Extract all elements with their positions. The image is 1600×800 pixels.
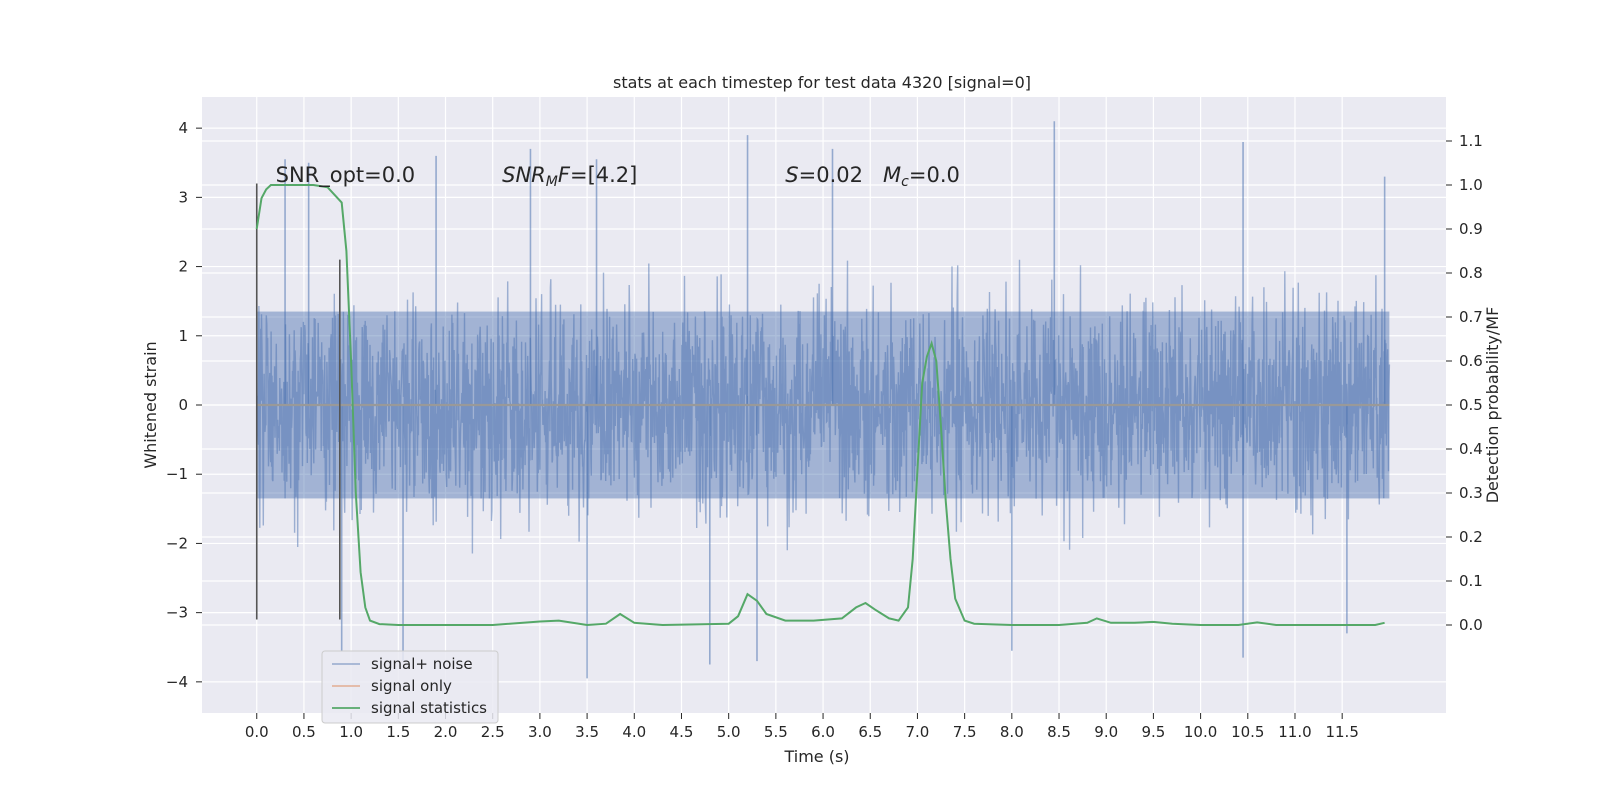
right-y-tick-label: 0.0 bbox=[1459, 616, 1483, 634]
x-tick-label: 5.0 bbox=[717, 723, 741, 741]
x-tick-label: 7.5 bbox=[953, 723, 977, 741]
signal-noise-line bbox=[256, 259, 1391, 554]
right-y-tick-label: 0.9 bbox=[1459, 220, 1483, 238]
x-tick-label: 8.0 bbox=[1000, 723, 1024, 741]
x-tick-label: 4.0 bbox=[622, 723, 646, 741]
legend: signal+ noise signal only signal statist… bbox=[321, 650, 499, 724]
chart-title: stats at each timestep for test data 432… bbox=[613, 73, 1031, 92]
signal-statistics-line bbox=[255, 184, 1385, 627]
left-y-tick-label: −2 bbox=[166, 534, 188, 552]
x-tick-label: 6.0 bbox=[811, 723, 835, 741]
left-y-tick-label: 0 bbox=[178, 396, 188, 414]
left-y-tick-label: 1 bbox=[178, 327, 188, 345]
marker-lines bbox=[255, 183, 341, 620]
annotation-snr-opt: SNR_opt=0.0 bbox=[276, 163, 416, 188]
left-y-tick-label: 4 bbox=[178, 119, 188, 137]
x-axis-label: Time (s) bbox=[783, 747, 849, 766]
right-y-tick-label: 0.6 bbox=[1459, 352, 1483, 370]
x-tick-label: 10.5 bbox=[1231, 723, 1264, 741]
right-y-tick-label: 0.1 bbox=[1459, 572, 1483, 590]
left-y-axis-label: Whitened strain bbox=[141, 341, 160, 468]
x-tick-label: 9.0 bbox=[1094, 723, 1118, 741]
signal-statistics-series bbox=[255, 184, 1385, 627]
left-y-tick-label: −4 bbox=[166, 673, 188, 691]
x-tick-label: 11.5 bbox=[1325, 723, 1358, 741]
legend-label-signal-statistics: signal statistics bbox=[371, 699, 487, 717]
x-tick-label: 3.5 bbox=[575, 723, 599, 741]
x-tick-label: 7.0 bbox=[906, 723, 930, 741]
legend-label-signal-only: signal only bbox=[371, 677, 452, 695]
x-tick-label: 5.5 bbox=[764, 723, 788, 741]
x-tick-label: 10.0 bbox=[1184, 723, 1217, 741]
x-tick-label: 2.5 bbox=[481, 723, 505, 741]
left-y-tick-label: −1 bbox=[166, 465, 188, 483]
x-tick-label: 6.5 bbox=[858, 723, 882, 741]
x-tick-label: 4.5 bbox=[670, 723, 694, 741]
left-y-tick-label: −3 bbox=[166, 604, 188, 622]
right-y-axis-ticks: 1.1 1.0 0.9 0.8 0.7 0.6 0.5 0.4 0.3 0.2 0.1 0.0 bbox=[1446, 132, 1483, 634]
annotation-snr-mf: SNRMF=[4.2] bbox=[502, 163, 637, 190]
right-y-tick-label: 0.3 bbox=[1459, 484, 1483, 502]
x-tick-label: 3.0 bbox=[528, 723, 552, 741]
left-y-tick-label: 2 bbox=[178, 258, 188, 276]
x-tick-label: 11.0 bbox=[1278, 723, 1311, 741]
right-y-tick-label: 1.1 bbox=[1459, 132, 1483, 150]
x-tick-label: 1.5 bbox=[386, 723, 410, 741]
x-tick-label: 2.0 bbox=[434, 723, 458, 741]
x-tick-label: 8.5 bbox=[1047, 723, 1071, 741]
right-y-tick-label: 0.7 bbox=[1459, 308, 1483, 326]
right-y-axis-label: Detection probability/MF bbox=[1483, 307, 1502, 504]
left-y-tick-label: 3 bbox=[178, 188, 188, 206]
right-y-tick-label: 0.8 bbox=[1459, 264, 1483, 282]
right-y-tick-label: 0.5 bbox=[1459, 396, 1483, 414]
annotations: SNR_opt=0.0 SNRMF=[4.2] S=0.02 Mc=0.0 bbox=[276, 163, 960, 190]
annotation-s-mc: S=0.02 Mc=0.0 bbox=[785, 163, 960, 190]
x-tick-label: 1.0 bbox=[339, 723, 363, 741]
x-tick-label: 9.5 bbox=[1141, 723, 1165, 741]
x-axis-ticks: 0.0 0.5 1.0 1.5 2.0 2.5 3.0 3.5 4.0 4.5 5.0 5.5 6.0 6… bbox=[245, 713, 1359, 741]
right-y-tick-label: 1.0 bbox=[1459, 176, 1483, 194]
x-tick-label: 0.0 bbox=[245, 723, 269, 741]
right-y-tick-label: 0.2 bbox=[1459, 528, 1483, 546]
right-y-tick-label: 0.4 bbox=[1459, 440, 1483, 458]
legend-label-signal-noise: signal+ noise bbox=[371, 655, 473, 673]
legend-box bbox=[321, 650, 499, 724]
x-tick-label: 0.5 bbox=[292, 723, 316, 741]
left-y-axis-ticks: 4 3 2 1 0 −1 −2 −3 −4 bbox=[166, 119, 202, 691]
